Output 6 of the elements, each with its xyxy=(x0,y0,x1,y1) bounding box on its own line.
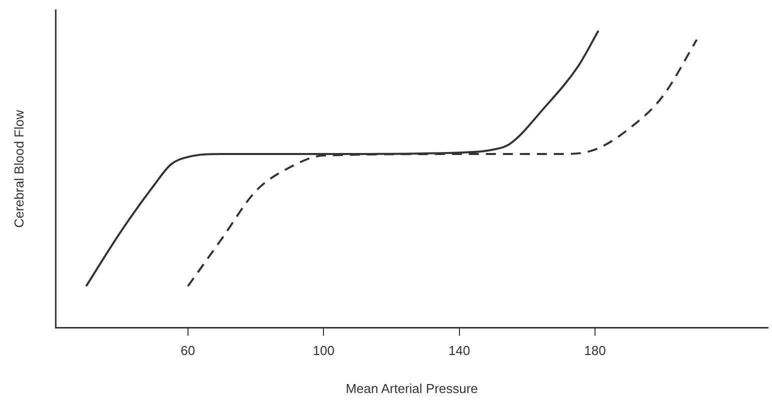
x-tick-label: 100 xyxy=(312,343,334,358)
x-tick-label: 60 xyxy=(180,343,196,358)
x-tick-label: 180 xyxy=(584,343,606,358)
y-axis-title: Cerebral Blood Flow xyxy=(11,109,26,228)
x-axis-title: Mean Arterial Pressure xyxy=(346,380,478,396)
x-tick-label: 140 xyxy=(448,343,470,358)
